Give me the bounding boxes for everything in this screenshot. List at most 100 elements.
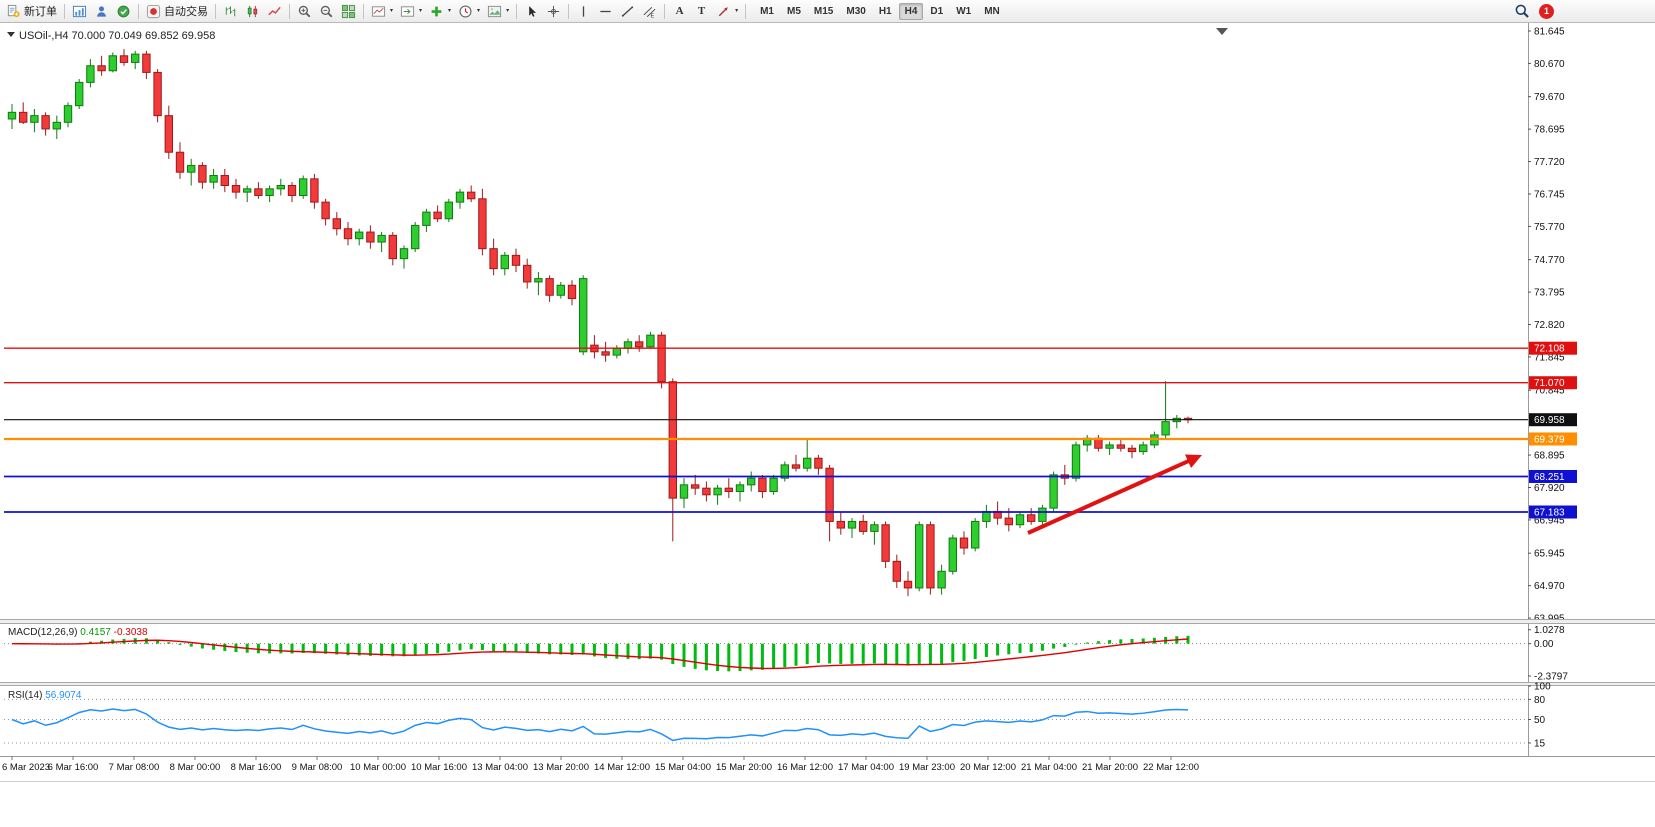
search-icon[interactable] (1514, 3, 1530, 19)
trendline-tool-button[interactable] (617, 1, 638, 21)
dropdown-caret-icon: ▾ (506, 8, 510, 14)
toolbar-separator (664, 3, 666, 19)
candle (915, 524, 924, 589)
time-axis-label: 10 Mar 16:00 (411, 762, 467, 773)
candle (657, 334, 666, 383)
bar-chart-type-button[interactable] (220, 1, 241, 21)
chart-shift-marker[interactable] (1216, 28, 1228, 35)
text-tool-button[interactable]: A (669, 1, 690, 21)
tf-button-h1[interactable]: H1 (878, 5, 892, 17)
candle (567, 284, 577, 300)
zoom-out-button[interactable] (316, 1, 337, 21)
zoom-in-button[interactable] (294, 1, 315, 21)
time-axis-label: 21 Mar 20:00 (1082, 762, 1138, 773)
candle (399, 248, 409, 260)
candle (489, 248, 498, 270)
crosshair-tool-button[interactable] (543, 1, 564, 21)
auto-trading-button[interactable]: 自动交易 (143, 1, 211, 21)
candle (511, 254, 521, 266)
candle (892, 560, 901, 582)
vertical-line-tool-button[interactable] (573, 1, 594, 21)
line-chart-type-button[interactable] (264, 1, 285, 21)
tf-button-h4[interactable]: H4 (898, 2, 924, 20)
price-axis-label: 64.970 (1534, 581, 1565, 592)
time-axis-label: 20 Mar 12:00 (960, 762, 1016, 773)
toolbar-separator (138, 3, 139, 19)
tf-button-d1[interactable]: D1 (930, 5, 944, 17)
notification-badge[interactable]: 1 (1539, 3, 1554, 19)
candle (545, 278, 554, 296)
time-axis-label: 17 Mar 04:00 (838, 762, 894, 773)
chart-window-icon (72, 5, 87, 17)
trend-arrow[interactable] (1027, 456, 1195, 535)
arrange-charts-button[interactable]: ▾ (368, 1, 396, 21)
price-axis-label: 79.670 (1534, 92, 1565, 103)
templates-button[interactable]: ▾ (484, 1, 512, 21)
tf-button-mn[interactable]: MN (984, 5, 1000, 17)
panel-separator[interactable] (0, 682, 1655, 686)
toolbar-separator (745, 3, 747, 19)
label-tool-button[interactable]: T (691, 1, 712, 21)
tf-button-m1[interactable]: M1 (760, 5, 774, 17)
candle (377, 234, 386, 243)
charts-window-button[interactable] (69, 1, 90, 21)
candle (903, 580, 913, 589)
candle (1004, 517, 1013, 526)
price-axis-label: 67.920 (1534, 483, 1565, 494)
chart-shift-button[interactable]: ▾ (397, 1, 425, 21)
candle (635, 341, 644, 348)
horizontal-line-tool-button[interactable] (595, 1, 616, 21)
cursor-tool-button[interactable] (521, 1, 542, 21)
toolbar-right-group: 1 (1514, 3, 1652, 19)
candle (198, 165, 207, 183)
chart-canvas[interactable]: USOil-,H4 70.000 70.049 69.852 69.958 81.… (0, 23, 1655, 827)
candle (825, 467, 834, 522)
candle (86, 65, 95, 83)
crosshair-icon (547, 5, 560, 17)
price-badges: 72.108 71.070 69.958 69.379 68.251 67.183 (1529, 341, 1577, 519)
panel-separator[interactable] (0, 619, 1655, 624)
terminal-button[interactable] (113, 1, 134, 21)
periods-button[interactable]: ▾ (455, 1, 483, 21)
candle (1139, 444, 1148, 453)
candle (747, 477, 756, 486)
candle (388, 234, 397, 260)
candle (702, 487, 711, 496)
candle-chart-type-button[interactable] (242, 1, 263, 21)
candle (1116, 444, 1125, 449)
auto-trading-icon (146, 4, 161, 18)
time-axis-label: 13 Mar 04:00 (472, 762, 528, 773)
chart-header: USOil-,H4 70.000 70.049 69.852 69.958 (19, 30, 215, 42)
price-axis-label: 77.720 (1534, 157, 1565, 168)
candle (254, 188, 263, 196)
new-order-button[interactable]: 新订单 (3, 1, 60, 21)
rsi-axis-label: 15 (1534, 738, 1546, 749)
navigator-button[interactable] (91, 1, 112, 21)
arrows-tool-button[interactable]: ▾ (713, 1, 741, 21)
clock-icon (459, 4, 472, 18)
candle (523, 264, 532, 283)
price-badge-label: 69.379 (1534, 434, 1565, 445)
tf-button-m30[interactable]: M30 (846, 5, 866, 17)
indicators-button[interactable]: ▾ (426, 1, 454, 21)
symbol-dropdown-icon[interactable] (7, 32, 15, 37)
candle (63, 105, 73, 123)
dropdown-caret-icon: ▾ (448, 8, 452, 14)
price-axis-label: 70.845 (1534, 386, 1565, 397)
tf-button-m15[interactable]: M15 (813, 5, 834, 17)
macd-axis-label: -2.3797 (1534, 671, 1568, 682)
toolbar-separator (363, 3, 364, 19)
macd-axis: 1.0278 0.00 -2.3797 (1528, 625, 1568, 682)
line-chart-icon (268, 6, 281, 15)
candle (164, 115, 173, 153)
channel-tool-button[interactable]: E (639, 1, 660, 21)
indicators-plus-icon (431, 6, 442, 16)
tf-button-w1[interactable]: W1 (956, 5, 972, 17)
tile-windows-button[interactable] (338, 1, 359, 21)
candle (982, 510, 991, 522)
candle (780, 464, 789, 479)
candle (30, 115, 39, 123)
tf-button-m5[interactable]: M5 (787, 5, 801, 17)
time-axis-label: 13 Mar 20:00 (533, 762, 589, 773)
price-axis-label: 73.795 (1534, 288, 1565, 299)
